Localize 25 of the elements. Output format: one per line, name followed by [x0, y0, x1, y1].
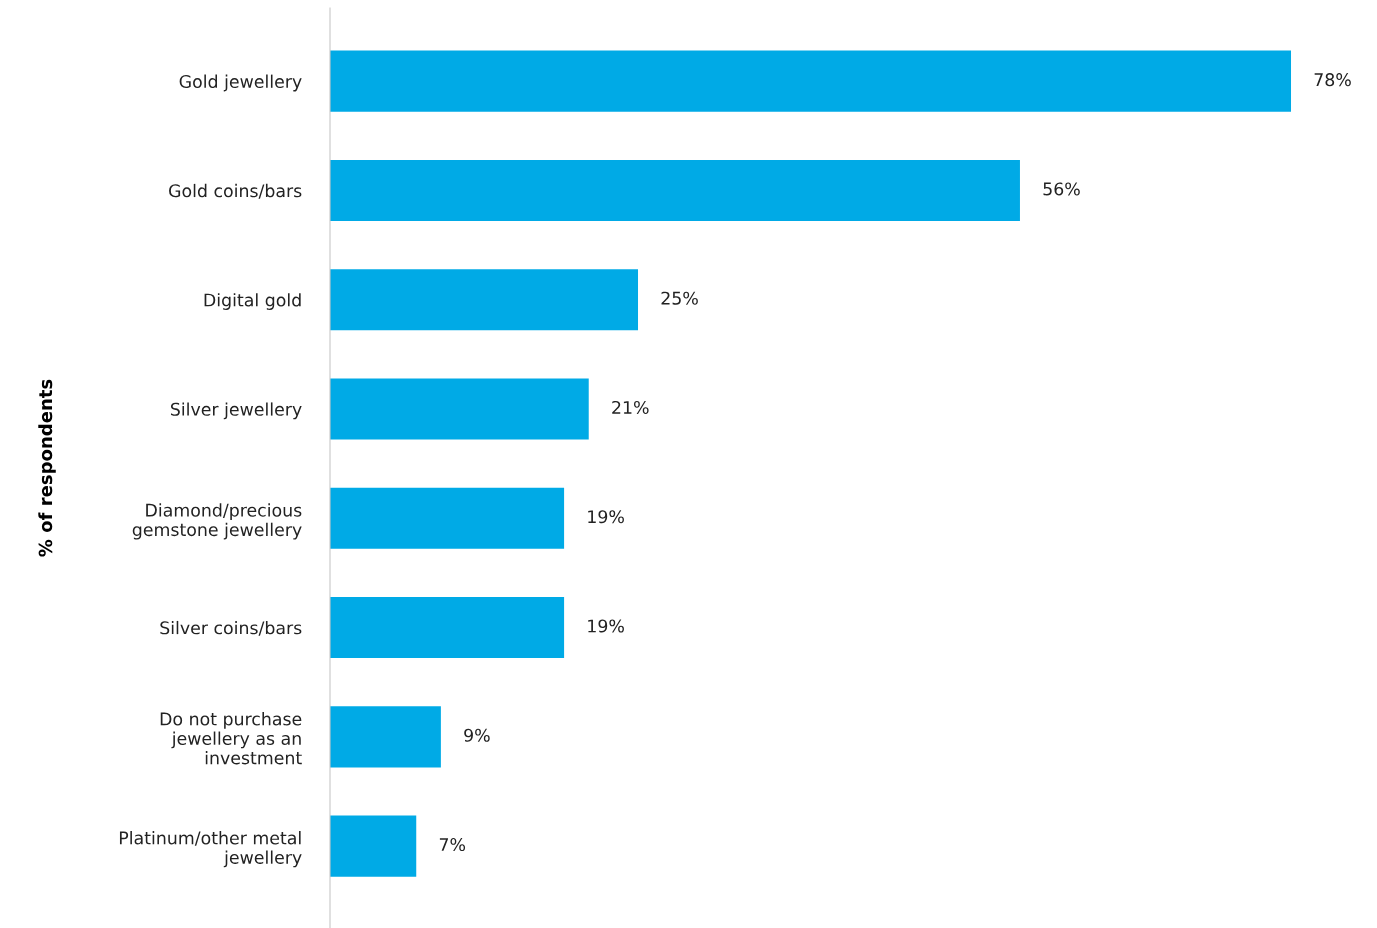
data-label: 25% — [661, 291, 698, 305]
data-label: 78% — [1314, 73, 1351, 87]
bar — [330, 596, 565, 659]
bar — [330, 50, 1292, 112]
bar — [330, 159, 1020, 222]
y-tick-label: Silver jewellery — [170, 402, 302, 420]
bar — [330, 269, 639, 331]
y-tick-label: Gold coins/bars — [169, 183, 302, 199]
y-tick-label: Gold jewellery — [179, 74, 302, 92]
bar — [330, 378, 589, 440]
y-tick-label: Do not purchase jewellery as an investment — [160, 712, 302, 765]
data-label: 7% — [439, 837, 466, 852]
data-label: 9% — [464, 728, 490, 742]
bar — [330, 487, 565, 549]
data-label: 19% — [588, 510, 624, 524]
data-label: 21% — [612, 400, 649, 415]
y-tick-label: Silver coins/bars — [160, 620, 302, 636]
bar — [330, 706, 441, 768]
y-tick-label: Diamond/precious gemstone jewellery — [132, 503, 302, 540]
y-tick-label: Platinum/other metal jewellery — [119, 831, 302, 868]
bar — [330, 815, 417, 877]
y-axis-title: % of respondents — [38, 379, 56, 557]
data-label: 56% — [1043, 182, 1080, 196]
data-label: 19% — [588, 619, 624, 633]
y-tick-label: Digital gold — [204, 293, 301, 310]
